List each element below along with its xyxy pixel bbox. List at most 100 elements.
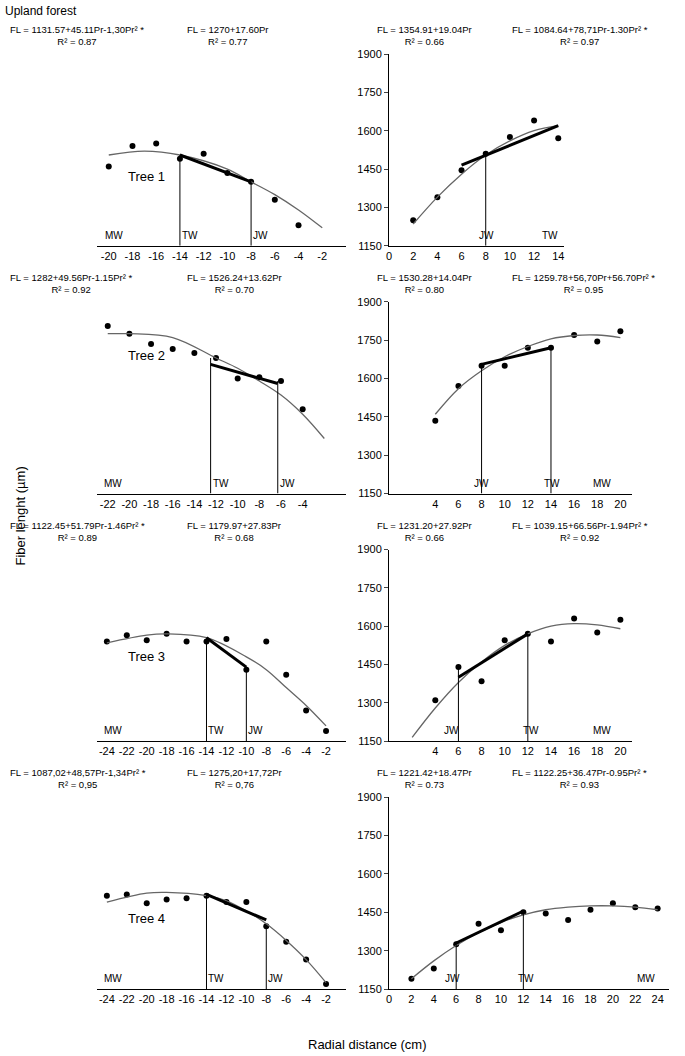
svg-text:Upland forest: Upland forest: [5, 4, 77, 18]
svg-text:Radial distance (cm): Radial distance (cm): [308, 1037, 427, 1052]
svg-text:1750: 1750: [357, 334, 381, 346]
svg-text:12: 12: [528, 250, 540, 262]
svg-text:Tree 4: Tree 4: [128, 911, 165, 926]
svg-text:-4: -4: [298, 498, 308, 510]
svg-text:-2: -2: [321, 993, 331, 1005]
svg-text:4: 4: [432, 498, 438, 510]
svg-text:10: 10: [495, 993, 507, 1005]
svg-text:TW: TW: [213, 478, 229, 489]
svg-text:8: 8: [476, 993, 482, 1005]
svg-text:1750: 1750: [357, 582, 381, 594]
svg-text:20: 20: [607, 993, 619, 1005]
svg-text:TW: TW: [208, 973, 224, 984]
svg-text:22: 22: [629, 993, 641, 1005]
svg-text:-18: -18: [159, 993, 175, 1005]
svg-text:FL = 1131.57+45.11Pr-1,30Pr² *: FL = 1131.57+45.11Pr-1,30Pr² *R² = 0.87: [10, 24, 144, 47]
svg-text:FL = 1530.28+14.04PrR² = 0.80: FL = 1530.28+14.04PrR² = 0.80: [377, 272, 472, 295]
svg-text:-8: -8: [261, 745, 271, 757]
svg-text:-16: -16: [148, 250, 164, 262]
svg-text:MW: MW: [637, 973, 655, 984]
svg-text:-8: -8: [246, 250, 256, 262]
svg-text:JW: JW: [479, 230, 494, 241]
svg-text:-6: -6: [270, 250, 280, 262]
svg-text:0: 0: [386, 993, 392, 1005]
svg-text:FL = 1282+49.56Pr-1.15Pr² *R²: FL = 1282+49.56Pr-1.15Pr² *R² = 0.92: [10, 272, 132, 295]
svg-text:-8: -8: [261, 993, 271, 1005]
svg-text:MW: MW: [104, 725, 122, 736]
svg-text:6: 6: [455, 745, 461, 757]
svg-text:-20: -20: [101, 250, 117, 262]
svg-text:1150: 1150: [358, 240, 382, 252]
svg-text:-8: -8: [254, 498, 264, 510]
svg-text:1900: 1900: [357, 791, 381, 803]
svg-text:1150: 1150: [358, 487, 382, 499]
svg-text:TW: TW: [542, 230, 558, 241]
svg-text:-4: -4: [301, 993, 311, 1005]
svg-text:1450: 1450: [357, 411, 381, 423]
svg-text:12: 12: [517, 993, 529, 1005]
svg-text:-12: -12: [218, 993, 234, 1005]
svg-text:FL = 1087,02+48,57Pr-1,34Pr² *: FL = 1087,02+48,57Pr-1,34Pr² *R² = 0,95: [10, 767, 146, 790]
svg-text:24: 24: [652, 993, 664, 1005]
svg-text:-16: -16: [179, 993, 195, 1005]
svg-text:-14: -14: [199, 993, 215, 1005]
svg-text:-14: -14: [172, 250, 188, 262]
svg-text:4: 4: [431, 993, 437, 1005]
svg-text:TW: TW: [544, 478, 560, 489]
svg-text:FL = 1259.78+56,70Pr+56.70Pr²: FL = 1259.78+56,70Pr+56.70Pr² *R² = 0.95: [512, 272, 655, 295]
svg-text:-6: -6: [276, 498, 286, 510]
svg-text:-16: -16: [165, 498, 181, 510]
svg-text:8: 8: [483, 250, 489, 262]
svg-text:16: 16: [562, 993, 574, 1005]
svg-text:FL = 1231.20+27.92PrR² = 0.66: FL = 1231.20+27.92PrR² = 0.66: [377, 520, 472, 543]
svg-text:-18: -18: [143, 498, 159, 510]
svg-text:-10: -10: [238, 745, 254, 757]
svg-text:1900: 1900: [357, 296, 381, 308]
svg-text:FL = 1084.64+78,71Pr-1.30Pr² *: FL = 1084.64+78,71Pr-1.30Pr² *R² = 0.97: [512, 24, 648, 47]
svg-text:-24: -24: [99, 993, 115, 1005]
svg-text:1750: 1750: [357, 829, 381, 841]
svg-text:-2: -2: [317, 250, 327, 262]
svg-text:JW: JW: [445, 973, 460, 984]
svg-text:8: 8: [479, 498, 485, 510]
svg-text:1450: 1450: [357, 906, 381, 918]
svg-text:FL = 1526.24+13.62PrR² = 0.70: FL = 1526.24+13.62PrR² = 0.70: [187, 272, 282, 295]
svg-text:-24: -24: [99, 745, 115, 757]
svg-text:Fiber lenght (µm): Fiber lenght (µm): [13, 466, 28, 565]
svg-text:10: 10: [504, 250, 516, 262]
svg-text:FL = 1221.42+18.47PrR² = 0.73: FL = 1221.42+18.47PrR² = 0.73: [377, 767, 472, 790]
svg-text:JW: JW: [474, 478, 489, 489]
svg-text:12: 12: [522, 498, 534, 510]
svg-text:FL = 1270+17.60PrR² = 0.77: FL = 1270+17.60PrR² = 0.77: [187, 24, 269, 47]
svg-text:-4: -4: [301, 745, 311, 757]
svg-text:JW: JW: [248, 725, 263, 736]
svg-text:14: 14: [545, 498, 557, 510]
svg-text:MW: MW: [593, 725, 611, 736]
svg-text:FL = 1039.15+66.56Pr-1.94Pr² *: FL = 1039.15+66.56Pr-1.94Pr² *R² = 0.92: [512, 520, 648, 543]
svg-text:20: 20: [614, 498, 626, 510]
svg-text:12: 12: [522, 745, 534, 757]
svg-text:1150: 1150: [358, 983, 382, 995]
svg-text:-18: -18: [125, 250, 141, 262]
svg-text:TW: TW: [208, 725, 224, 736]
svg-text:-6: -6: [281, 993, 291, 1005]
svg-text:-2: -2: [321, 745, 331, 757]
svg-text:-10: -10: [230, 498, 246, 510]
svg-text:-4: -4: [294, 250, 304, 262]
svg-text:14: 14: [552, 250, 564, 262]
svg-text:TW: TW: [182, 230, 198, 241]
svg-text:-20: -20: [121, 498, 137, 510]
svg-text:14: 14: [540, 993, 552, 1005]
svg-text:JW: JW: [280, 478, 295, 489]
svg-text:-14: -14: [186, 498, 202, 510]
svg-text:JW: JW: [268, 973, 283, 984]
svg-text:TW: TW: [523, 725, 539, 736]
svg-text:Tree 2: Tree 2: [128, 348, 165, 363]
svg-text:10: 10: [499, 745, 511, 757]
svg-text:MW: MW: [104, 973, 122, 984]
svg-text:FL = 1122.25+36.47Pr-0.95Pr² *: FL = 1122.25+36.47Pr-0.95Pr² *R² = 0.93: [512, 767, 647, 790]
svg-text:16: 16: [568, 745, 580, 757]
svg-text:2: 2: [410, 250, 416, 262]
svg-text:18: 18: [591, 498, 603, 510]
svg-text:16: 16: [568, 498, 580, 510]
